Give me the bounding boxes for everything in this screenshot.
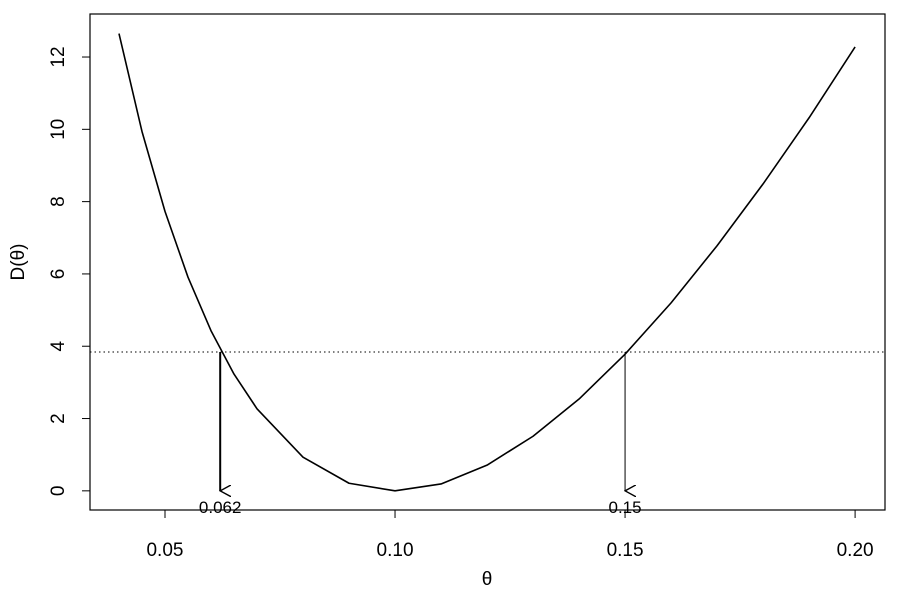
y-axis-label: D(θ) [8, 244, 29, 281]
x-tick-label: 0.05 [146, 540, 183, 561]
curve [118, 33, 856, 492]
y-tick-label: 6 [48, 269, 69, 280]
y-tick-label: 10 [48, 119, 69, 140]
annotation-label: 0.062 [199, 498, 242, 517]
annotation-label: 0.15 [609, 498, 642, 517]
x-axis-label: θ [482, 569, 493, 590]
y-tick-label: 8 [48, 196, 69, 207]
x-tick-label: 0.10 [377, 540, 414, 561]
x-tick-label: 0.15 [607, 540, 644, 561]
y-tick-label: 12 [48, 46, 69, 67]
y-tick-label: 4 [48, 341, 69, 352]
plot-frame [89, 13, 886, 511]
x-tick-label: 0.20 [837, 540, 874, 561]
y-tick-label: 2 [48, 413, 69, 424]
y-tick-label: 0 [48, 486, 69, 497]
